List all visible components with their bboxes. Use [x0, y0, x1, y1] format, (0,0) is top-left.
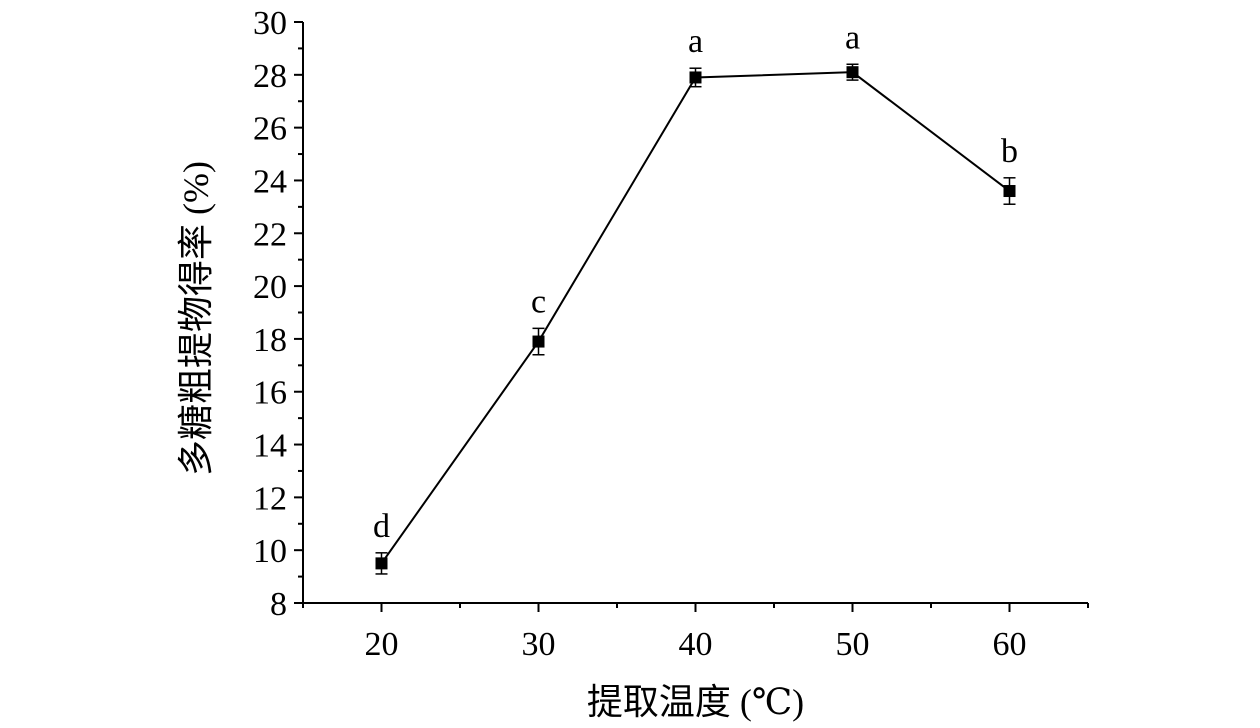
- axes: [302, 22, 1088, 604]
- data-point: [689, 71, 702, 84]
- data-point: [846, 66, 859, 79]
- significance-label: b: [1001, 133, 1018, 170]
- significance-label: a: [688, 23, 703, 60]
- y-tick-label: 12: [253, 480, 287, 517]
- significance-label: c: [531, 283, 546, 320]
- y-tick-label: 16: [253, 375, 287, 412]
- y-axis-title: 多糖粗提物得率 (%): [176, 161, 216, 476]
- y-tick-label: 22: [253, 216, 287, 253]
- y-tick-label: 8: [270, 586, 287, 623]
- x-ticks: 20 30 40 50 60: [302, 603, 1089, 663]
- series-line: [380, 71, 1011, 564]
- y-tick-label: 28: [253, 58, 287, 95]
- data-point: [375, 557, 388, 570]
- significance-label: d: [373, 508, 390, 545]
- y-tick-label: 26: [253, 111, 287, 148]
- x-axis-title: 提取温度 (℃): [587, 682, 804, 722]
- y-ticks: 8 10 12 14 16 18 20 22 24 26 28 30: [253, 5, 303, 623]
- y-tick-label: 10: [253, 533, 287, 570]
- data-point: [532, 335, 545, 348]
- y-tick-label: 30: [253, 5, 287, 42]
- y-tick-label: 14: [253, 428, 287, 465]
- x-tick-label: 50: [836, 626, 870, 663]
- y-tick-label: 24: [253, 163, 287, 200]
- x-tick-label: 60: [993, 626, 1027, 663]
- x-tick-label: 20: [365, 626, 399, 663]
- data-point: [1003, 185, 1016, 198]
- x-tick-label: 40: [679, 626, 713, 663]
- significance-label: a: [845, 19, 860, 56]
- plot-area: d c a a b: [373, 19, 1018, 575]
- y-tick-label: 20: [253, 269, 287, 306]
- y-tick-label: 18: [253, 322, 287, 359]
- x-tick-label: 30: [522, 626, 556, 663]
